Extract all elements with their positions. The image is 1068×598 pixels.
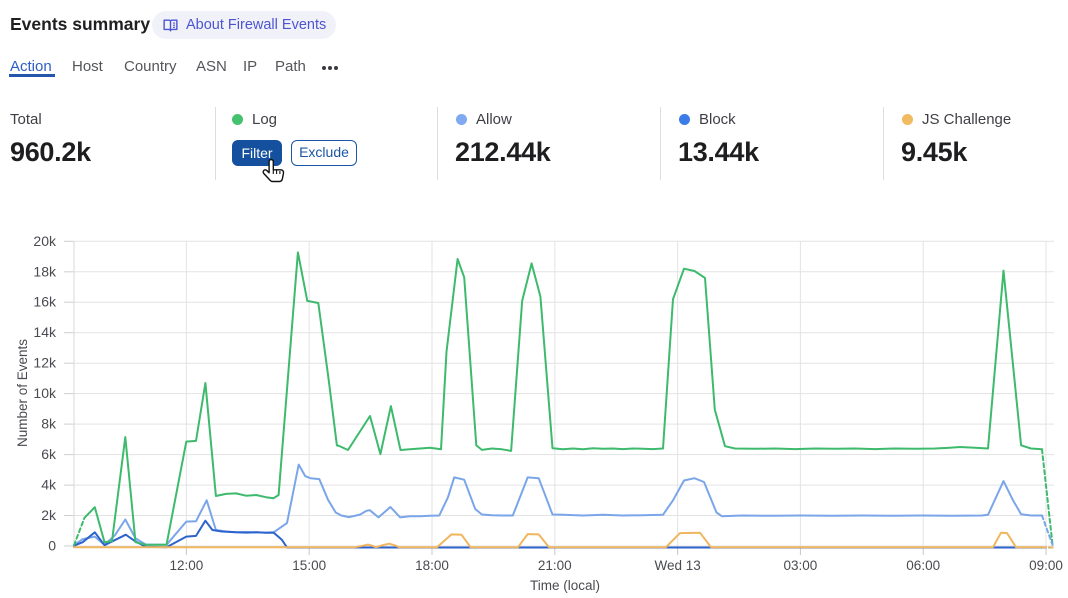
svg-text:06:00: 06:00 [906,558,940,573]
svg-text:18:00: 18:00 [415,558,449,573]
svg-text:Wed 13: Wed 13 [654,558,700,573]
svg-text:Time (local): Time (local) [530,578,600,593]
svg-text:20k: 20k [33,233,57,249]
svg-text:12k: 12k [33,355,57,371]
svg-text:18k: 18k [33,263,57,279]
svg-text:4k: 4k [41,477,57,493]
svg-text:Number of Events: Number of Events [15,339,30,447]
svg-text:12:00: 12:00 [170,558,204,573]
svg-text:15:00: 15:00 [292,558,326,573]
svg-text:2k: 2k [41,507,57,523]
svg-text:09:00: 09:00 [1029,558,1063,573]
svg-text:0: 0 [48,538,56,554]
svg-text:16k: 16k [33,294,57,310]
svg-text:03:00: 03:00 [784,558,818,573]
svg-text:6k: 6k [41,446,57,462]
svg-text:21:00: 21:00 [538,558,572,573]
svg-text:14k: 14k [33,324,57,340]
svg-text:10k: 10k [33,385,57,401]
svg-text:8k: 8k [41,416,57,432]
